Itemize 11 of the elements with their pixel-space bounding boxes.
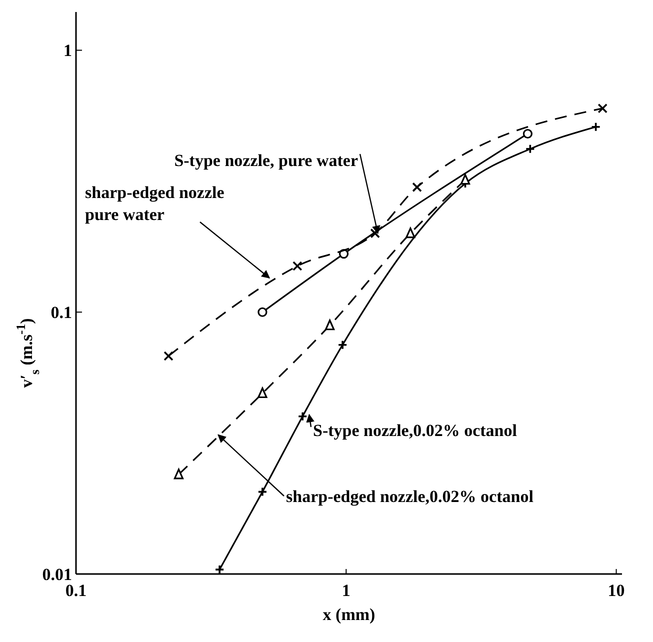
x-tick-label: 1	[342, 581, 350, 600]
annotation: S-type nozzle,0.02% octanol	[313, 421, 518, 440]
x-tick-label: 10	[608, 581, 625, 600]
x-axis-title: x (mm)	[322, 605, 376, 624]
annotation: S-type nozzle, pure water	[174, 151, 358, 170]
annotation: sharp-edged nozzle pure water	[85, 183, 225, 224]
annotation: sharp-edged nozzle,0.02% octanol	[286, 487, 534, 506]
x-tick-label: 0.1	[65, 581, 87, 600]
y-tick-label: 1	[64, 41, 72, 60]
y-tick-label: 0.1	[50, 303, 72, 322]
y-tick-label: 0.01	[42, 564, 72, 584]
